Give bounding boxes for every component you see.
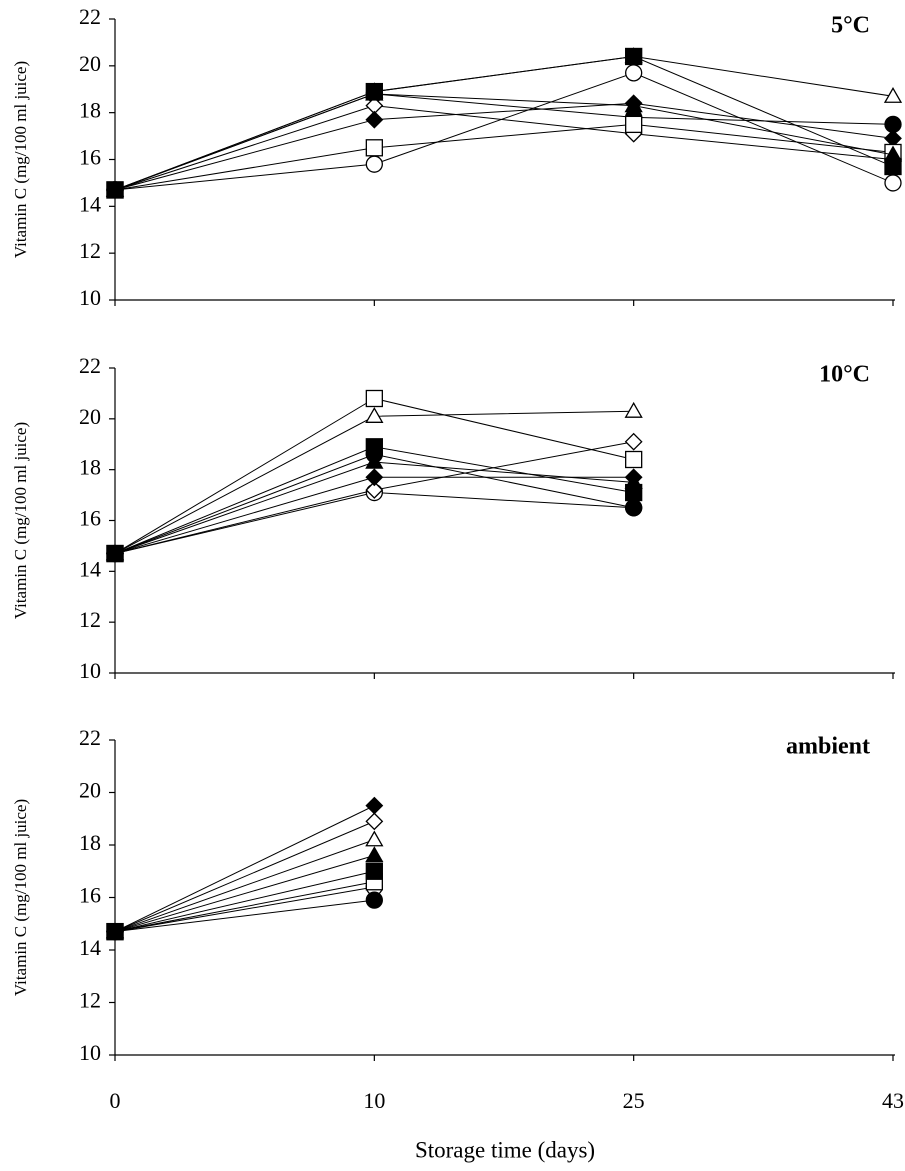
point bbox=[626, 116, 642, 132]
series-line bbox=[115, 840, 374, 932]
point bbox=[885, 175, 901, 191]
y-tick-label: 20 bbox=[79, 51, 101, 76]
point bbox=[366, 832, 382, 846]
point bbox=[366, 140, 382, 156]
point bbox=[366, 156, 382, 172]
series-line bbox=[115, 493, 634, 554]
x-tick-label: 43 bbox=[882, 1088, 904, 1113]
point bbox=[626, 65, 642, 81]
series bbox=[107, 798, 382, 940]
series bbox=[107, 863, 382, 939]
point bbox=[626, 403, 642, 417]
y-tick-label: 22 bbox=[79, 4, 101, 29]
point bbox=[626, 500, 642, 516]
y-tick-label: 14 bbox=[79, 556, 101, 581]
series-line bbox=[115, 56, 893, 189]
y-tick-label: 10 bbox=[79, 658, 101, 683]
point bbox=[107, 182, 123, 198]
x-tick-label: 10 bbox=[363, 1088, 385, 1113]
series bbox=[107, 874, 382, 940]
y-tick-label: 16 bbox=[79, 506, 101, 531]
point bbox=[366, 469, 382, 485]
y-tick-label: 12 bbox=[79, 238, 101, 263]
x-tick-label: 0 bbox=[110, 1088, 121, 1113]
series bbox=[107, 813, 382, 939]
y-tick-label: 18 bbox=[79, 830, 101, 855]
point bbox=[366, 813, 382, 829]
series bbox=[107, 116, 901, 198]
point bbox=[626, 434, 642, 450]
point bbox=[366, 863, 382, 879]
y-axis-label: Vitamin C (mg/100 ml juice) bbox=[11, 422, 30, 619]
series-line bbox=[115, 73, 893, 190]
y-tick-label: 12 bbox=[79, 607, 101, 632]
y-tick-label: 10 bbox=[79, 285, 101, 310]
point bbox=[107, 924, 123, 940]
series bbox=[107, 86, 901, 198]
y-tick-label: 10 bbox=[79, 1040, 101, 1065]
y-tick-label: 18 bbox=[79, 455, 101, 480]
point bbox=[107, 546, 123, 562]
y-axis-label: Vitamin C (mg/100 ml juice) bbox=[11, 799, 30, 996]
point bbox=[366, 391, 382, 407]
panel-title: 10°C bbox=[819, 362, 870, 388]
point bbox=[366, 798, 382, 814]
series-line bbox=[115, 806, 374, 932]
series-line bbox=[115, 94, 893, 190]
y-tick-label: 16 bbox=[79, 883, 101, 908]
point bbox=[366, 84, 382, 100]
series bbox=[107, 95, 901, 198]
point bbox=[626, 48, 642, 64]
y-tick-label: 12 bbox=[79, 988, 101, 1013]
point bbox=[366, 848, 382, 862]
y-tick-label: 22 bbox=[79, 725, 101, 750]
panel-title: ambient bbox=[786, 734, 870, 760]
series-line bbox=[115, 124, 893, 190]
series-line bbox=[115, 882, 374, 932]
x-tick-label: 25 bbox=[623, 1088, 645, 1113]
point bbox=[626, 485, 642, 501]
series-line bbox=[115, 821, 374, 931]
series-line bbox=[115, 56, 893, 189]
point bbox=[626, 452, 642, 468]
panel-title: 5°C bbox=[831, 13, 870, 39]
point bbox=[885, 159, 901, 175]
point bbox=[366, 408, 382, 422]
series bbox=[107, 48, 901, 195]
y-tick-label: 22 bbox=[79, 353, 101, 378]
figure: Storage time (days) 10 12 14 16 18 20 22 5°C Vit… bbox=[0, 0, 905, 1171]
y-tick-label: 14 bbox=[79, 191, 101, 216]
y-tick-label: 20 bbox=[79, 778, 101, 803]
point bbox=[366, 439, 382, 455]
y-axis-label: Vitamin C (mg/100 ml juice) bbox=[11, 61, 30, 258]
series bbox=[107, 65, 901, 198]
y-tick-label: 18 bbox=[79, 98, 101, 123]
y-tick-label: 20 bbox=[79, 404, 101, 429]
series-line bbox=[115, 94, 893, 190]
series-line bbox=[115, 871, 374, 931]
y-tick-label: 14 bbox=[79, 935, 101, 960]
y-tick-label: 16 bbox=[79, 145, 101, 170]
x-axis-label: Storage time (days) bbox=[415, 1137, 595, 1162]
point bbox=[366, 112, 382, 128]
point bbox=[366, 892, 382, 908]
series-line bbox=[115, 900, 374, 932]
